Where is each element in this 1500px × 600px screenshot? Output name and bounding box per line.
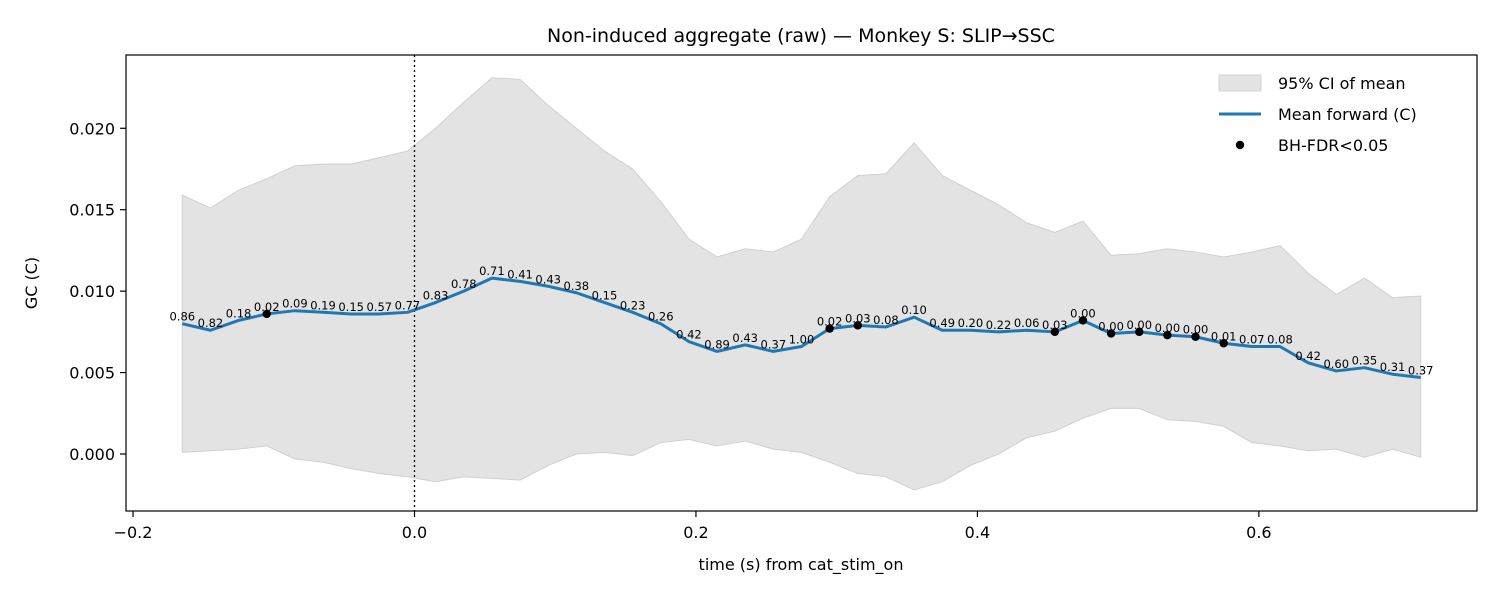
y-axis-ticks: 0.000 0.005 0.010 0.015 0.020 <box>69 119 126 464</box>
p-value-label: 0.78 <box>451 277 477 291</box>
p-value-label: 0.15 <box>338 300 364 314</box>
x-tick-label: 0.6 <box>1246 523 1271 542</box>
p-value-label: 0.00 <box>1183 323 1209 337</box>
p-value-label-layer: 0.86 0.820.18 0.02 0.09 0.19 0.15 0.57 0.770.83… <box>169 264 1433 377</box>
p-value-label: 0.35 <box>1352 354 1378 368</box>
p-value-label: 0.01 <box>1211 329 1237 343</box>
p-value-label: 0.08 <box>1267 333 1293 347</box>
p-value-label: 0.09 <box>282 297 308 311</box>
mean-line-layer <box>181 276 1421 379</box>
p-value-label: 0.19 <box>310 298 336 312</box>
p-value-label: 0.07 <box>1239 333 1265 347</box>
y-axis-label: GC (C) <box>22 257 41 309</box>
p-value-label: 0.20 <box>958 316 984 330</box>
legend-label: BH-FDR<0.05 <box>1278 136 1388 155</box>
y-tick-label: 0.010 <box>69 282 115 301</box>
significance-dot <box>825 324 834 333</box>
p-value-label: 0.43 <box>732 331 758 345</box>
p-value-label: 0.31 <box>1380 360 1406 374</box>
legend-swatch-dot <box>1235 140 1245 150</box>
y-tick-label: 0.015 <box>69 201 115 220</box>
p-value-label: 0.38 <box>564 279 590 293</box>
x-tick-label: 0.4 <box>965 523 990 542</box>
significance-dot <box>1135 327 1144 337</box>
p-value-label: 0.00 <box>1070 306 1096 320</box>
p-value-label: 0.23 <box>620 298 646 312</box>
ci-band <box>181 77 1422 491</box>
p-value-label: 0.03 <box>1042 318 1068 332</box>
significance-dot <box>1163 330 1172 340</box>
x-axis-ticks: −0.2 0.0 0.2 0.4 0.6 <box>114 511 1272 542</box>
p-value-label: 0.10 <box>901 303 927 317</box>
p-value-label: 0.06 <box>1014 316 1040 330</box>
x-tick-label: −0.2 <box>114 523 153 542</box>
p-value-label: 0.60 <box>1323 357 1349 371</box>
p-value-label: 0.89 <box>704 337 730 351</box>
legend-label: Mean forward (C) <box>1278 105 1417 124</box>
y-tick-label: 0.020 <box>69 119 115 138</box>
p-value-label: 0.15 <box>592 289 618 303</box>
p-value-label: 0.49 <box>929 316 955 330</box>
significance-dot <box>1078 316 1088 325</box>
x-tick-label: 0.2 <box>683 523 708 542</box>
p-value-label: 1.00 <box>789 333 815 347</box>
p-value-label: 0.26 <box>648 310 674 324</box>
legend-label: 95% CI of mean <box>1278 74 1406 93</box>
p-value-label: 0.00 <box>1098 319 1124 333</box>
p-value-label: 0.02 <box>817 315 843 329</box>
p-value-label: 0.86 <box>169 310 195 324</box>
legend-swatch-ci <box>1218 74 1262 92</box>
ci-band-layer <box>181 77 1422 491</box>
y-tick-label: 0.005 <box>69 364 115 383</box>
p-value-label: 0.37 <box>761 337 787 351</box>
x-tick-label: 0.0 <box>402 523 427 542</box>
p-value-label: 0.08 <box>873 313 899 327</box>
p-value-label: 0.42 <box>1295 349 1321 363</box>
significance-dot <box>1219 339 1228 348</box>
x-axis-label: time (s) from cat_stim_on <box>699 555 904 575</box>
mean-forward-line <box>181 276 1421 379</box>
y-tick-label: 0.000 <box>69 445 115 464</box>
plot-frame <box>125 54 1478 512</box>
chart-title: Non-induced aggregate (raw) — Monkey S: … <box>547 25 1055 47</box>
p-value-label: 0.71 <box>479 264 505 278</box>
significance-dot <box>1050 327 1060 337</box>
significance-dot <box>1106 329 1116 338</box>
significance-dot <box>1191 332 1200 341</box>
p-value-label: 0.57 <box>367 300 393 314</box>
p-value-label: 0.03 <box>845 311 871 325</box>
p-value-label: 0.42 <box>676 328 702 342</box>
p-value-label: 0.22 <box>986 318 1012 332</box>
p-value-label: 0.02 <box>254 300 280 314</box>
significance-dot <box>262 309 271 319</box>
p-value-label: 0.43 <box>535 272 561 286</box>
p-value-label: 0.37 <box>1408 363 1434 377</box>
p-value-label: 0.82 <box>198 316 224 330</box>
p-value-label: 0.00 <box>1126 318 1152 332</box>
p-value-label: 0.00 <box>1155 321 1181 335</box>
p-value-label: 0.77 <box>395 298 421 312</box>
legend: 95% CI of mean Mean forward (C) BH-FDR<0.0… <box>1218 74 1417 155</box>
significance-dot-layer <box>262 309 1228 348</box>
p-value-label: 0.83 <box>423 289 449 303</box>
p-value-label: 0.18 <box>226 306 252 320</box>
significance-dot <box>853 321 862 330</box>
p-value-label: 0.41 <box>507 267 533 281</box>
